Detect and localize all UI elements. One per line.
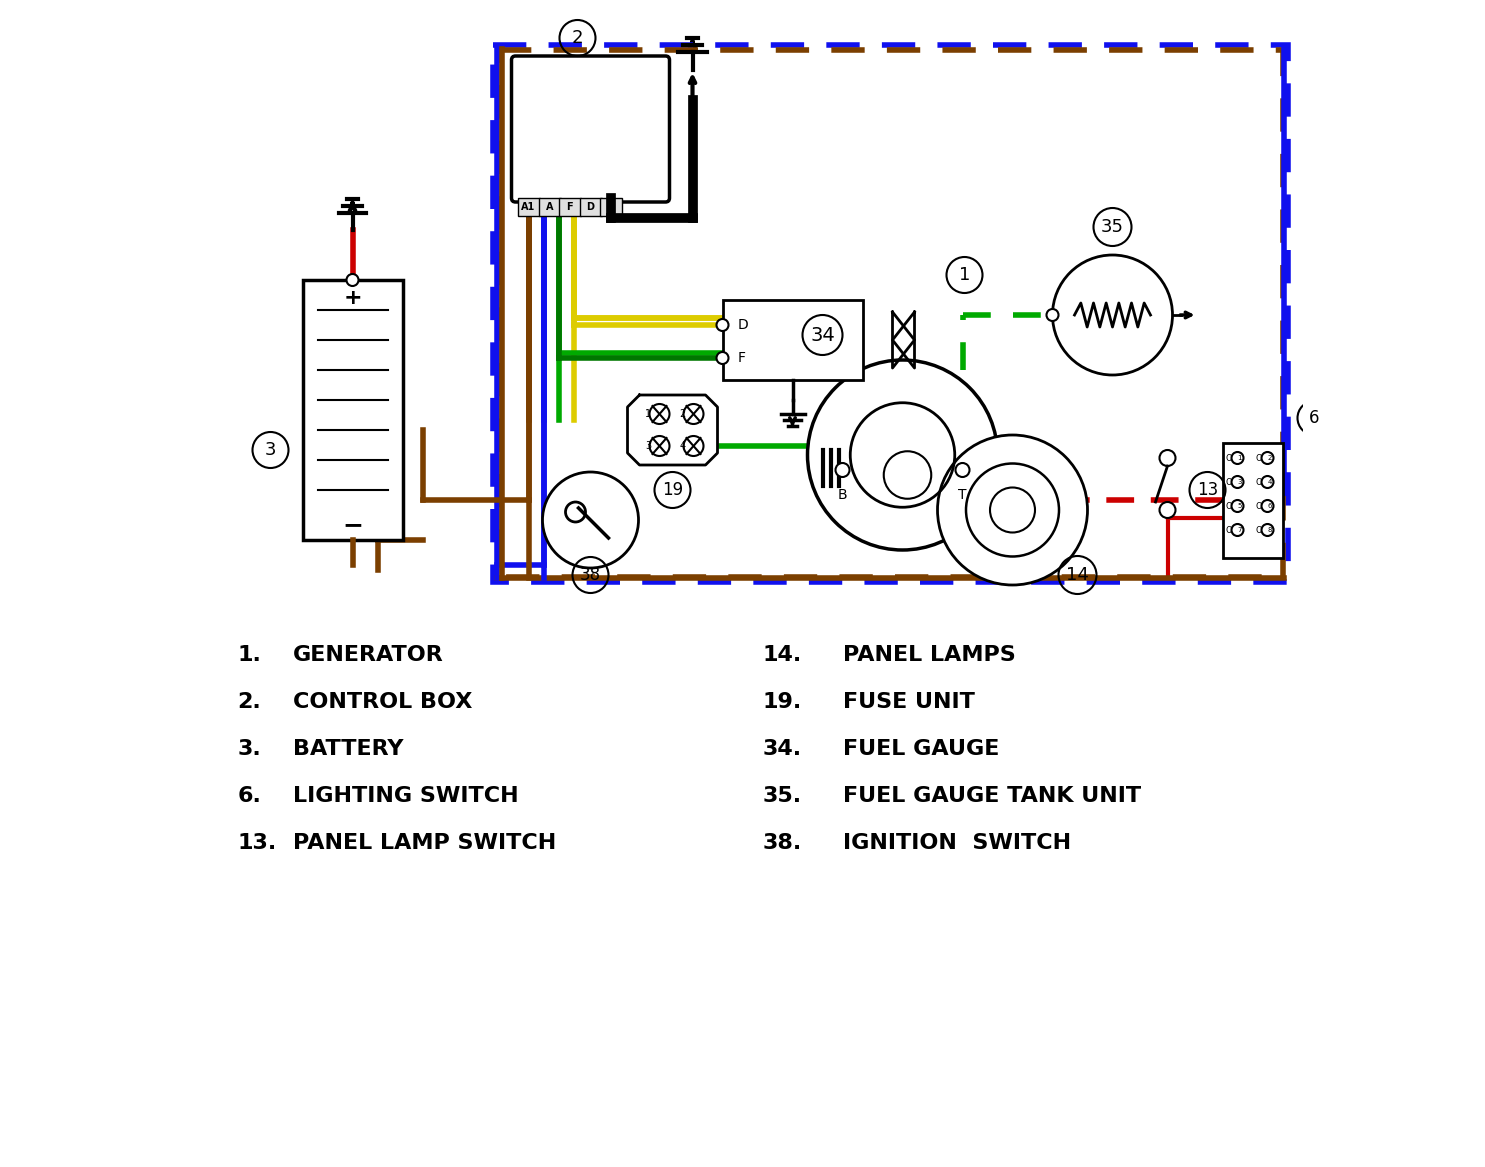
Text: 4: 4 (1267, 478, 1271, 485)
Text: 14: 14 (1066, 566, 1089, 584)
Text: D: D (587, 202, 594, 212)
Text: 1: 1 (646, 408, 652, 419)
FancyBboxPatch shape (579, 198, 601, 216)
Text: 2: 2 (572, 29, 584, 47)
Text: E: E (607, 202, 613, 212)
Circle shape (808, 359, 998, 550)
Text: 35: 35 (1100, 218, 1124, 236)
Circle shape (1261, 452, 1274, 464)
Text: O: O (1225, 477, 1233, 487)
Circle shape (716, 352, 729, 364)
Text: 3: 3 (646, 441, 652, 450)
Text: 6.: 6. (238, 787, 261, 806)
Text: D: D (738, 317, 748, 331)
Text: +: + (343, 288, 362, 308)
Text: PANEL LAMPS: PANEL LAMPS (842, 645, 1016, 665)
Text: 4: 4 (680, 441, 686, 450)
Text: 34.: 34. (762, 739, 802, 759)
Text: 13.: 13. (238, 833, 276, 853)
Circle shape (1047, 309, 1059, 321)
Text: B: B (838, 488, 848, 502)
Text: FUEL GAUGE TANK UNIT: FUEL GAUGE TANK UNIT (842, 787, 1140, 806)
Text: GENERATOR: GENERATOR (293, 645, 443, 665)
Text: A: A (546, 202, 554, 212)
Circle shape (1231, 452, 1243, 464)
FancyBboxPatch shape (539, 198, 560, 216)
Text: 3.: 3. (238, 739, 261, 759)
FancyBboxPatch shape (1222, 443, 1283, 558)
Text: 34: 34 (811, 326, 835, 344)
Text: 5: 5 (1237, 503, 1241, 509)
FancyBboxPatch shape (723, 300, 863, 380)
Text: 3: 3 (1237, 478, 1241, 485)
FancyBboxPatch shape (303, 280, 402, 540)
Text: O: O (1255, 525, 1262, 534)
FancyBboxPatch shape (600, 198, 622, 216)
Text: 2: 2 (1267, 455, 1271, 461)
Circle shape (836, 463, 849, 477)
Text: 38: 38 (581, 566, 601, 584)
Text: 19.: 19. (762, 692, 802, 712)
Circle shape (1160, 502, 1176, 518)
Text: −: − (342, 513, 362, 537)
Text: 35.: 35. (762, 787, 802, 806)
Text: 6: 6 (1267, 503, 1271, 509)
Text: 14.: 14. (762, 645, 802, 665)
Text: O: O (1225, 502, 1233, 510)
Text: BATTERY: BATTERY (293, 739, 402, 759)
Circle shape (1053, 256, 1173, 375)
Text: 13: 13 (1197, 481, 1218, 499)
Text: O: O (1225, 525, 1233, 534)
Text: 6: 6 (1310, 408, 1320, 427)
Circle shape (937, 435, 1087, 585)
Bar (497, 50, 1283, 576)
FancyBboxPatch shape (558, 198, 581, 216)
Text: O: O (1225, 454, 1233, 462)
Text: 2.: 2. (238, 692, 261, 712)
Text: PANEL LAMP SWITCH: PANEL LAMP SWITCH (293, 833, 555, 853)
Circle shape (1261, 499, 1274, 512)
Text: LIGHTING SWITCH: LIGHTING SWITCH (293, 787, 518, 806)
Text: 8: 8 (1267, 527, 1271, 533)
Circle shape (716, 319, 729, 331)
Text: IGNITION  SWITCH: IGNITION SWITCH (842, 833, 1071, 853)
FancyBboxPatch shape (511, 56, 670, 202)
Text: O: O (1255, 454, 1262, 462)
Text: FUEL GAUGE: FUEL GAUGE (842, 739, 999, 759)
Text: 19: 19 (662, 481, 683, 499)
Text: F: F (566, 202, 573, 212)
Circle shape (1160, 450, 1176, 466)
Circle shape (955, 463, 970, 477)
Polygon shape (628, 394, 717, 464)
Text: 38.: 38. (762, 833, 802, 853)
FancyBboxPatch shape (517, 198, 539, 216)
Text: O: O (1255, 477, 1262, 487)
Circle shape (1261, 524, 1274, 536)
Text: O: O (1255, 502, 1262, 510)
Text: CONTROL BOX: CONTROL BOX (293, 692, 472, 712)
Text: 1: 1 (1237, 455, 1241, 461)
Circle shape (1231, 524, 1243, 536)
Text: 2: 2 (679, 408, 686, 419)
Text: 1.: 1. (238, 645, 261, 665)
Circle shape (1231, 476, 1243, 488)
Circle shape (1231, 499, 1243, 512)
Text: A1: A1 (521, 202, 536, 212)
Text: 7: 7 (1237, 527, 1241, 533)
Bar (493, 46, 1287, 582)
Circle shape (1261, 476, 1274, 488)
Text: 1: 1 (959, 266, 970, 284)
Text: F: F (738, 351, 745, 365)
Circle shape (542, 471, 639, 568)
Text: FUSE UNIT: FUSE UNIT (842, 692, 974, 712)
Text: T: T (958, 488, 967, 502)
Circle shape (346, 274, 358, 286)
Text: 3: 3 (264, 441, 276, 459)
